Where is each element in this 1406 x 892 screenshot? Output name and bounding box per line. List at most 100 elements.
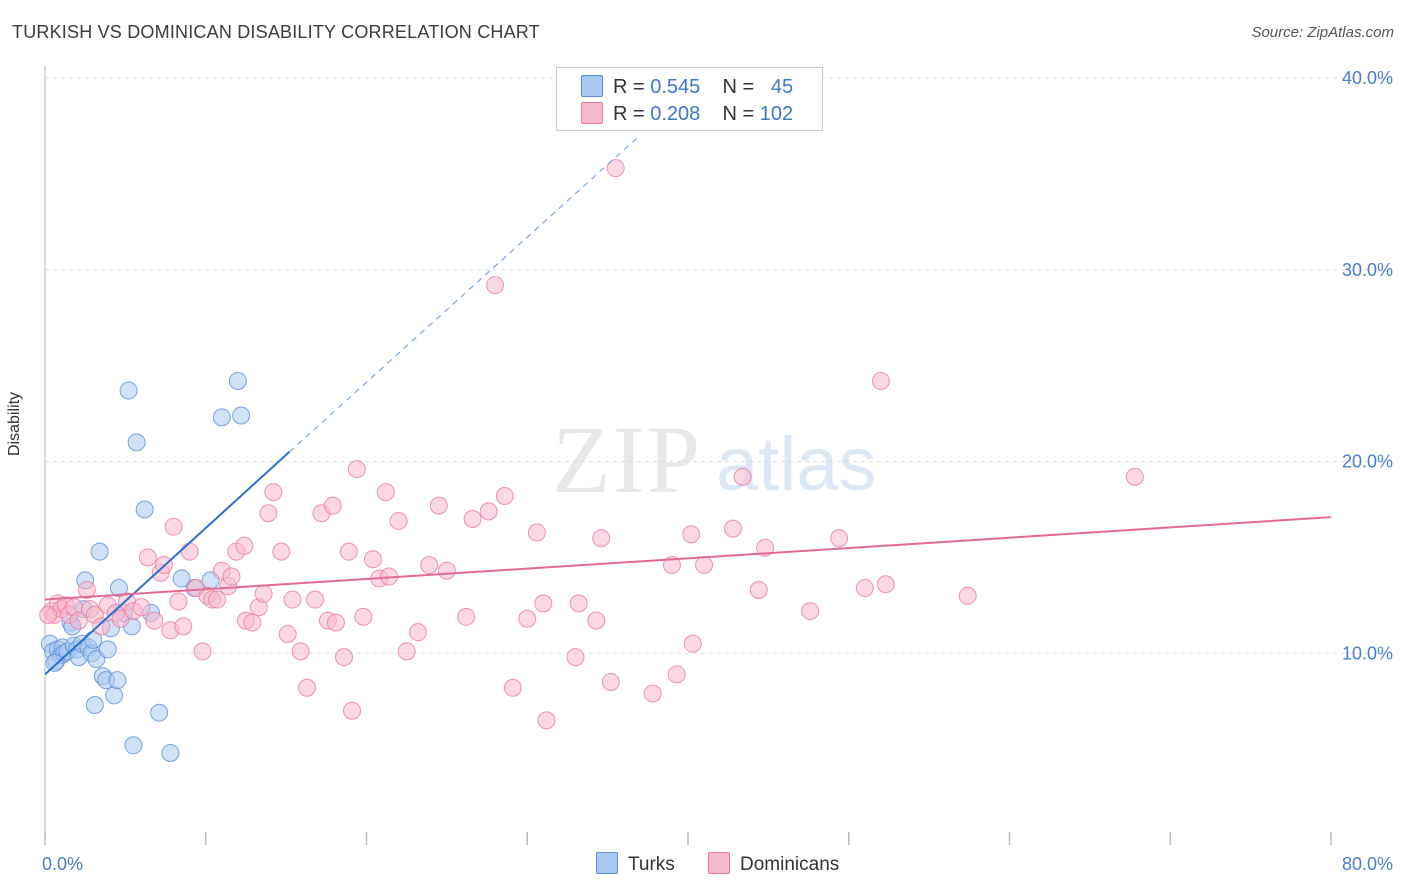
data-point-dominicans xyxy=(354,607,373,626)
data-point-dominicans xyxy=(180,542,199,561)
data-point-dominicans xyxy=(259,504,278,523)
data-point-dominicans xyxy=(77,580,96,599)
data-point-dominicans xyxy=(534,594,553,613)
legend-n-value: 102 xyxy=(759,103,794,125)
data-point-dominicans xyxy=(667,665,686,684)
data-point-dominicans xyxy=(243,613,262,632)
data-point-dominicans xyxy=(695,556,714,575)
data-point-dominicans xyxy=(326,613,345,632)
data-point-dominicans xyxy=(291,642,310,661)
data-point-dominicans xyxy=(389,511,408,530)
data-point-dominicans xyxy=(958,586,977,605)
data-point-turks xyxy=(124,736,143,755)
data-point-dominicans xyxy=(486,276,505,295)
data-point-dominicans xyxy=(298,678,317,697)
data-point-dominicans xyxy=(145,611,164,630)
x-tick-label-max: 80.0% xyxy=(1342,854,1393,874)
data-point-dominicans xyxy=(463,510,482,529)
data-point-turks xyxy=(161,743,180,762)
data-point-dominicans xyxy=(724,519,743,538)
bottom-legend-label-dominicans: Dominicans xyxy=(740,854,840,875)
data-point-turks xyxy=(228,371,247,390)
data-point-dominicans xyxy=(222,567,241,586)
y-tick-label: 40.0% xyxy=(1342,68,1393,88)
trend-line-turks xyxy=(44,451,291,676)
data-point-dominicans xyxy=(323,496,342,515)
data-point-dominicans xyxy=(683,634,702,653)
data-point-turks xyxy=(135,500,154,519)
data-point-dominicans xyxy=(518,609,537,628)
data-point-dominicans xyxy=(397,642,416,661)
data-point-turks xyxy=(127,433,146,452)
data-point-dominicans xyxy=(254,584,273,603)
data-point-dominicans xyxy=(662,556,681,575)
data-point-dominicans xyxy=(138,548,157,567)
trend-line-turks-extension xyxy=(288,135,641,453)
legend-swatch-turks xyxy=(581,75,603,97)
data-point-dominicans xyxy=(756,538,775,557)
legend-row-turks: R = 0.545 N = 45 xyxy=(581,75,793,99)
watermark-zip: ZIP xyxy=(552,406,702,513)
data-point-turks xyxy=(45,653,64,672)
data-point-turks xyxy=(98,640,117,659)
data-point-dominicans xyxy=(69,611,88,630)
legend-n-label: N = xyxy=(722,103,755,125)
data-point-dominicans xyxy=(174,617,193,636)
data-point-turks xyxy=(212,408,231,427)
data-point-dominicans xyxy=(343,701,362,720)
data-point-dominicans xyxy=(429,496,448,515)
data-point-dominicans xyxy=(169,592,188,611)
data-point-dominicans xyxy=(682,525,701,544)
trend-line-dominicans xyxy=(44,516,1332,601)
legend-n-value: 45 xyxy=(770,76,794,98)
data-point-dominicans xyxy=(569,594,588,613)
data-point-dominicans xyxy=(592,529,611,548)
data-point-turks xyxy=(108,671,127,690)
data-point-dominicans xyxy=(376,483,395,502)
data-point-turks xyxy=(119,381,138,400)
data-point-dominicans xyxy=(643,684,662,703)
data-point-dominicans xyxy=(587,611,606,630)
x-tick-label-min: 0.0% xyxy=(42,854,83,874)
data-point-turks xyxy=(109,579,128,598)
data-point-dominicans xyxy=(306,590,325,609)
data-point-turks xyxy=(232,406,251,425)
chart-title: TURKISH VS DOMINICAN DISABILITY CORRELAT… xyxy=(12,22,540,42)
data-point-dominicans xyxy=(164,517,183,536)
watermark-atlas: atlas xyxy=(716,422,877,507)
data-point-dominicans xyxy=(503,678,522,697)
y-tick-label: 10.0% xyxy=(1342,643,1393,663)
bottom-legend-swatch-turks xyxy=(596,852,618,874)
data-point-dominicans xyxy=(479,502,498,521)
data-point-dominicans xyxy=(363,550,382,569)
legend-r-label: R = xyxy=(613,76,645,98)
data-point-turks xyxy=(150,703,169,722)
data-point-dominicans xyxy=(733,467,752,486)
legend-swatch-dominicans xyxy=(581,102,603,124)
bottom-legend-label-turks: Turks xyxy=(628,854,675,875)
data-point-dominicans xyxy=(876,575,895,594)
data-point-dominicans xyxy=(495,487,514,506)
data-point-dominicans xyxy=(347,460,366,479)
data-point-dominicans xyxy=(1125,467,1144,486)
data-point-dominicans xyxy=(801,602,820,621)
data-point-dominicans xyxy=(527,523,546,542)
data-point-dominicans xyxy=(92,617,111,636)
legend-r-label: R = xyxy=(613,103,645,125)
data-point-dominicans xyxy=(334,648,353,667)
data-point-dominicans xyxy=(601,673,620,692)
data-point-dominicans xyxy=(606,159,625,178)
legend-row-dominicans: R = 0.208 N = 102 xyxy=(581,102,793,126)
legend-n-label: N = xyxy=(722,76,755,98)
data-point-dominicans xyxy=(420,556,439,575)
trend-lines xyxy=(44,135,1332,676)
data-point-dominicans xyxy=(537,711,556,730)
data-point-dominicans xyxy=(339,542,358,561)
source-label: Source: ZipAtlas.com xyxy=(1251,24,1394,41)
data-point-turks xyxy=(85,696,104,715)
data-point-dominicans xyxy=(208,590,227,609)
y-tick-label: 30.0% xyxy=(1342,260,1393,280)
data-point-dominicans xyxy=(437,561,456,580)
data-point-dominicans xyxy=(132,598,151,617)
data-point-dominicans xyxy=(871,371,890,390)
